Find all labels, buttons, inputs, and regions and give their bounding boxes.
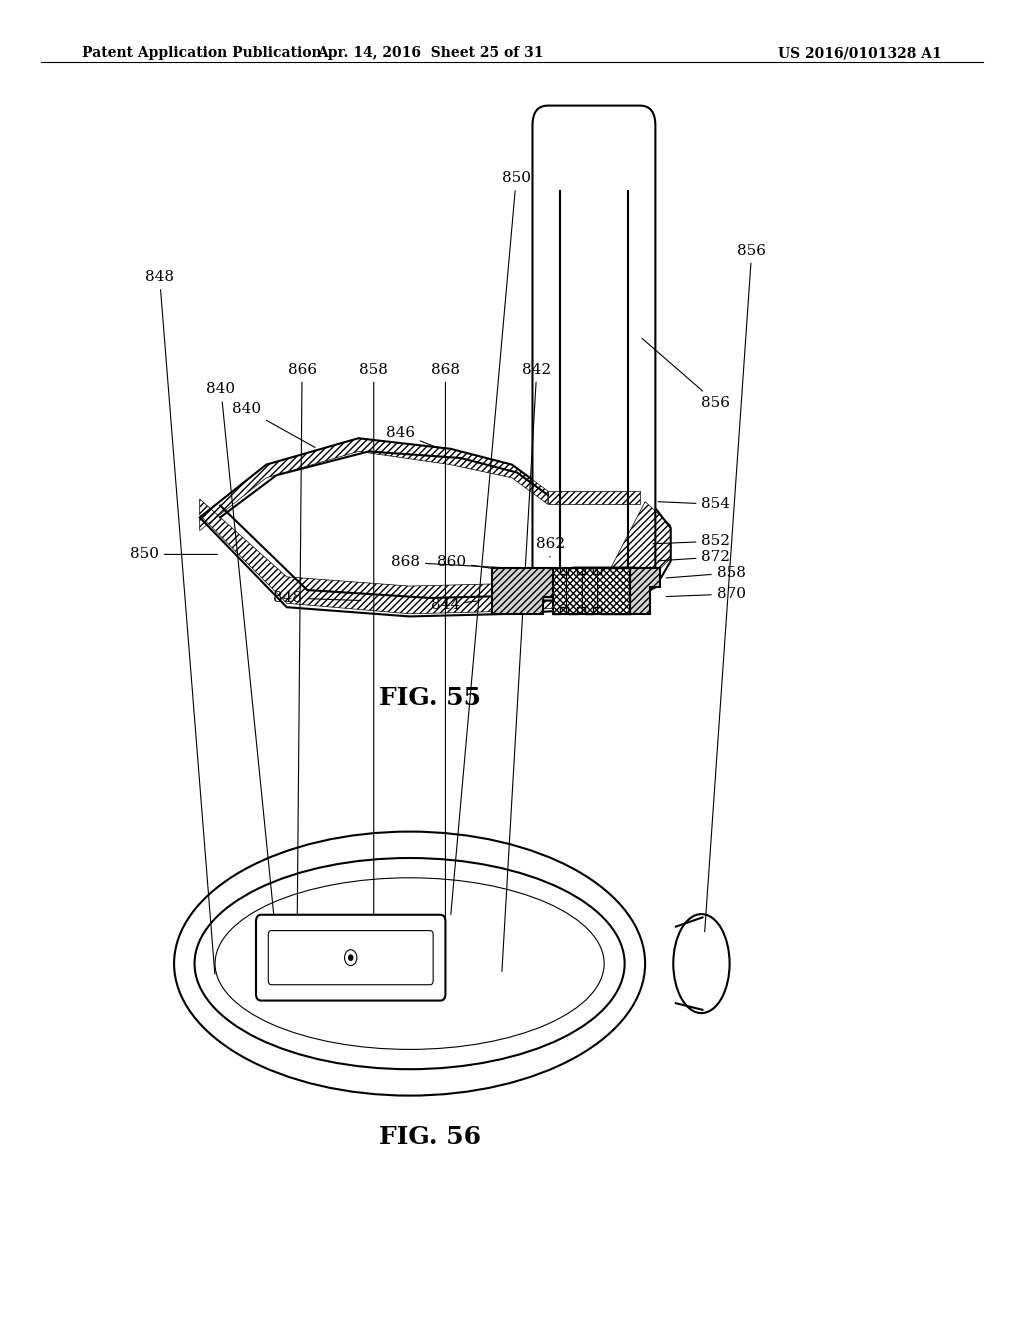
Text: 842: 842	[502, 363, 551, 972]
Ellipse shape	[195, 858, 625, 1069]
Text: 858: 858	[359, 363, 388, 941]
Text: FIG. 56: FIG. 56	[379, 1125, 481, 1148]
Text: 848: 848	[273, 591, 360, 605]
Text: 856: 856	[642, 338, 730, 409]
Text: 844: 844	[431, 598, 478, 611]
Text: 852: 852	[653, 535, 730, 548]
Text: 840: 840	[232, 403, 315, 447]
Text: 872: 872	[658, 550, 730, 564]
Text: 862: 862	[536, 537, 564, 557]
Text: 848: 848	[145, 271, 215, 974]
Text: 868: 868	[431, 363, 460, 941]
FancyBboxPatch shape	[532, 106, 655, 594]
Polygon shape	[200, 438, 671, 616]
Text: 846: 846	[386, 426, 437, 447]
FancyBboxPatch shape	[268, 931, 433, 985]
Text: US 2016/0101328 A1: US 2016/0101328 A1	[778, 46, 942, 61]
Polygon shape	[492, 568, 553, 614]
Polygon shape	[538, 568, 635, 614]
Text: 868: 868	[391, 556, 499, 569]
Text: 856: 856	[705, 244, 766, 932]
Polygon shape	[630, 568, 660, 614]
Text: 854: 854	[658, 498, 730, 511]
Text: 842: 842	[551, 598, 607, 611]
Ellipse shape	[174, 832, 645, 1096]
FancyBboxPatch shape	[256, 915, 445, 1001]
Ellipse shape	[674, 913, 729, 1014]
Text: Patent Application Publication: Patent Application Publication	[82, 46, 322, 61]
Text: 860: 860	[437, 556, 511, 572]
Text: 850: 850	[451, 172, 530, 915]
Text: 858: 858	[667, 566, 745, 579]
Text: 866: 866	[288, 363, 316, 948]
Text: 850: 850	[130, 548, 217, 561]
Text: Apr. 14, 2016  Sheet 25 of 31: Apr. 14, 2016 Sheet 25 of 31	[316, 46, 544, 61]
Text: 870: 870	[667, 587, 745, 601]
Text: 840: 840	[207, 383, 282, 990]
Circle shape	[348, 956, 352, 961]
Polygon shape	[553, 568, 630, 614]
Ellipse shape	[215, 878, 604, 1049]
Text: FIG. 55: FIG. 55	[379, 686, 481, 710]
